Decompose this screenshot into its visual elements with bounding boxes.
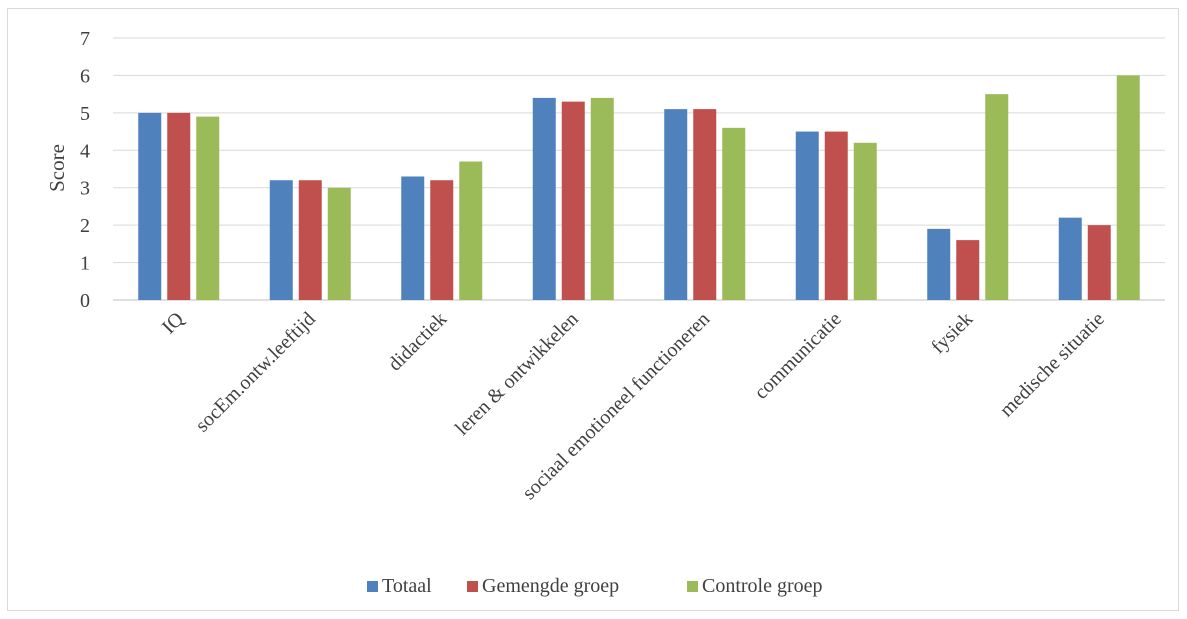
bar-totaal: [532, 97, 556, 300]
bar-controle-groep: [985, 94, 1009, 301]
bar-gemengde-groep: [167, 112, 191, 300]
y-tick-label: 4: [80, 140, 90, 162]
x-tick-label: IQ: [158, 308, 189, 339]
legend: Totaal Gemengde groep Controle groep: [367, 575, 823, 597]
legend-swatch: [467, 581, 478, 592]
legend-label: Totaal: [382, 575, 432, 597]
y-tick-label: 6: [80, 65, 90, 87]
bar-controle-groep: [722, 127, 746, 300]
x-axis-ticks: IQ socEm.ontw.leeftijd didactiek leren & on…: [158, 308, 1109, 505]
bar-gemengde-groep: [561, 101, 585, 300]
x-tick-label: didactiek: [384, 308, 451, 375]
bar-controle-groep: [196, 116, 220, 300]
bar-gemengde-groep: [430, 180, 454, 300]
bar-totaal: [664, 109, 688, 300]
y-axis-title: Score: [45, 144, 69, 192]
bar-totaal: [1058, 217, 1082, 300]
y-axis-ticks: 0 1 2 3 4 5 6 7: [80, 28, 90, 312]
bar-totaal: [269, 180, 293, 300]
x-tick-label: fysiek: [927, 308, 977, 358]
bar-gemengde-groep: [298, 180, 322, 300]
y-tick-label: 3: [80, 178, 90, 200]
y-tick-label: 5: [80, 103, 90, 125]
x-tick-label: medische situatie: [995, 308, 1108, 421]
bar-gemengde-groep: [956, 240, 980, 300]
bar-controle-groep: [590, 97, 614, 300]
bar-controle-groep: [459, 161, 483, 300]
legend-swatch: [687, 581, 698, 592]
x-tick-label: socEm.ontw.leeftijd: [191, 308, 320, 437]
bar-totaal: [927, 228, 951, 300]
legend-label: Controle groep: [702, 575, 823, 597]
bar-totaal: [138, 112, 162, 300]
x-tick-label: communicatie: [750, 308, 846, 404]
bar-totaal: [795, 131, 819, 300]
bar-gemengde-groep: [1087, 225, 1111, 300]
bar-totaal: [401, 176, 425, 300]
legend-label: Gemengde groep: [482, 575, 619, 597]
legend-swatch: [367, 581, 378, 592]
bars: [138, 75, 1140, 301]
y-tick-label: 2: [80, 215, 90, 237]
bar-gemengde-groep: [693, 109, 717, 300]
bar-controle-groep: [1116, 75, 1140, 300]
y-tick-label: 1: [80, 253, 90, 275]
y-tick-label: 0: [80, 290, 90, 312]
bar-controle-groep: [327, 187, 351, 300]
y-tick-label: 7: [80, 28, 90, 50]
bar-gemengde-groep: [824, 131, 848, 300]
bar-controle-groep: [853, 142, 877, 300]
x-tick-label: leren & ontwikkelen: [451, 308, 583, 440]
